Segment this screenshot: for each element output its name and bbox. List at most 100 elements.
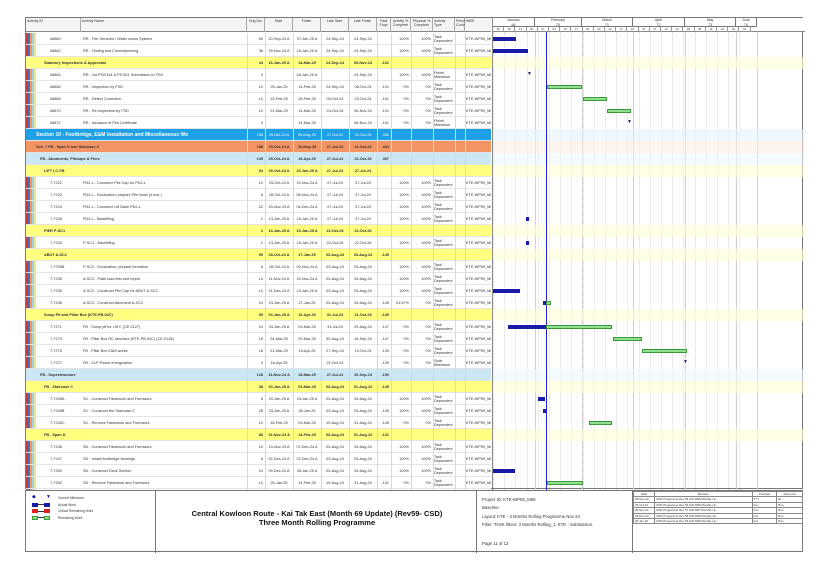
wbs-group-row[interactable]: PIER P-SC1 2 13-Jan-25 A 15-Jan-25 A 22-Oct-… bbox=[26, 225, 491, 237]
cell-apc bbox=[391, 249, 411, 261]
table-row[interactable]: 7-7247 SD - Install footbridge bearings 6 0… bbox=[26, 453, 491, 465]
actual-work-bar[interactable] bbox=[526, 241, 529, 245]
table-row[interactable]: #6870 RR - Re-inspection by FSD 12 01-Mar-2… bbox=[26, 105, 491, 117]
cell-wbs: KTE-WP59_M69.O bbox=[466, 325, 491, 329]
remaining-work-bar[interactable] bbox=[642, 349, 687, 353]
table-row[interactable]: 7-7222 PD2-L - Construct Pile Cap for PD2… bbox=[26, 177, 491, 189]
table-row[interactable]: 7-7273 FB - Pillar Box RC structure (KTE-… bbox=[26, 333, 491, 345]
activity-table: Activity ID Activity Name Orig Dur Start… bbox=[26, 18, 491, 490]
table-row[interactable]: 7-7250 SD - Construct Deck Section 24 09-De… bbox=[26, 465, 491, 477]
cell-type: Task Dependent bbox=[434, 395, 453, 404]
wbs-group-row[interactable]: FB - Abutments, Pilecaps & Piers 135 25-Oc… bbox=[26, 153, 491, 165]
cell-ppc bbox=[411, 141, 433, 153]
table-row[interactable]: 7-7226 PD2-L - Backfilling 2 13-Jan-25 A 15-… bbox=[26, 213, 491, 225]
table-row[interactable]: 7-7220 PD2-L - Excavation; prepare Pile h… bbox=[26, 189, 491, 201]
cell-type bbox=[434, 249, 455, 261]
table-row[interactable]: 7-7275 FB - Pillar Box E&M works 18 21-Mar-… bbox=[26, 345, 491, 357]
cell-lfinish: 19-Oct-24 bbox=[354, 349, 372, 353]
col-late-finish[interactable]: Late Finish bbox=[349, 18, 377, 32]
col-activity-type[interactable]: Activity Type bbox=[433, 18, 455, 32]
cell-ppc: 0% bbox=[425, 325, 432, 329]
table-row[interactable]: 7-7234 P-SC1 - Backfilling 2 13-Jan-25 A 15-… bbox=[26, 237, 491, 249]
table-row[interactable]: 7-7246 SD - Construct Falsework and Formw… bbox=[26, 441, 491, 453]
col-late-start[interactable]: Late Start bbox=[321, 18, 349, 32]
remaining-work-bar[interactable] bbox=[583, 97, 607, 101]
actual-work-bar[interactable] bbox=[543, 301, 546, 305]
table-row[interactable]: 7-7236 A-SC2 - Construct Pile Cap for ABU… bbox=[26, 285, 491, 297]
cell-dur: 135 bbox=[256, 157, 263, 161]
cell-apc bbox=[391, 225, 411, 237]
remaining-work-bar[interactable] bbox=[547, 85, 582, 89]
wbs-group-row[interactable]: Sump Pit and Pillar Box (KTE-PB-04C) 59 03… bbox=[26, 309, 491, 321]
table-row[interactable]: #6866 RR - Inspection by FSD 12 25-Jan-25 14… bbox=[26, 81, 491, 93]
table-row[interactable]: 7-7238 A-SC2 - Construct Abutment A-SC2 24… bbox=[26, 297, 491, 309]
table-row[interactable]: 7-7271 FB - Sump pit for Lift C (CE-0127)… bbox=[26, 321, 491, 333]
milestone-icon[interactable]: ▼ bbox=[627, 119, 632, 125]
actual-work-bar[interactable] bbox=[508, 325, 546, 329]
week-gridline bbox=[493, 32, 494, 490]
table-row[interactable]: 7-7252 SD - Remove Falsework and Formwork… bbox=[26, 477, 491, 489]
table-row[interactable]: 7-7235 A-SC2 - Plate load test and report… bbox=[26, 273, 491, 285]
week-gridline bbox=[683, 32, 685, 490]
cell-ppc: 0% bbox=[425, 481, 432, 485]
milestone-icon[interactable]: ▼ bbox=[527, 71, 532, 77]
table-row[interactable]: 7-7245C SC - Remove Falsework and Formwor… bbox=[26, 417, 491, 429]
table-row[interactable]: #6868 RR - Defect Correction 12 15-Feb-25 28… bbox=[26, 93, 491, 105]
wbs-group-row[interactable]: Statutory Inspections & Approvals 44 16-Ja… bbox=[26, 57, 491, 69]
remaining-work-bar[interactable] bbox=[546, 325, 612, 329]
table-row[interactable]: 7-7235B P-SC2 - Excavation; prepare forma… bbox=[26, 261, 491, 273]
table-row[interactable]: #6864 RR - 1st PS2/314 & PS 501 Submissio… bbox=[26, 69, 491, 81]
cell-dur: 88 bbox=[258, 433, 263, 437]
cell-finish: 20-Mar-25 bbox=[298, 337, 316, 341]
wbs-group-row[interactable]: FB - Superstructure 128 13-Nov-24 A 18-Mar-… bbox=[26, 369, 491, 381]
table-row[interactable]: 7-7277 FB - CLP Power energization 0 16-Apr… bbox=[26, 357, 491, 369]
table-row[interactable]: #6860 RR - Fire Services / Water works Sy… bbox=[26, 33, 491, 45]
col-activity-id[interactable]: Activity ID bbox=[26, 18, 81, 32]
milestone-icon[interactable]: ▼ bbox=[683, 359, 688, 365]
remaining-work-bar[interactable] bbox=[589, 421, 612, 425]
actual-work-bar[interactable] bbox=[543, 409, 546, 413]
actual-work-bar[interactable] bbox=[493, 289, 520, 293]
table-row[interactable]: 7-7245B SC - Construct the Staircase C 28 2… bbox=[26, 405, 491, 417]
cell-id: 7-7252 bbox=[50, 481, 62, 485]
col-finish[interactable]: Finish bbox=[293, 18, 321, 32]
actual-work-bar[interactable] bbox=[493, 37, 516, 41]
col-prime-contr[interactable]: Prime Contr bbox=[455, 18, 465, 32]
remaining-work-bar[interactable] bbox=[546, 301, 551, 305]
actual-work-bar[interactable] bbox=[493, 469, 515, 473]
month-number: 70 bbox=[556, 22, 560, 27]
actual-work-bar[interactable] bbox=[526, 217, 529, 221]
cell-lfinish: 03-Aug-24 bbox=[354, 469, 372, 473]
wbs-group-row[interactable]: FB - Staircase C 38 20-Jan-25 A 03-Mar-25 03… bbox=[26, 381, 491, 393]
col-physical-pct[interactable]: Physical % Complete bbox=[411, 18, 433, 32]
cell-apc bbox=[391, 369, 411, 381]
cell-tf bbox=[377, 273, 391, 285]
remaining-work-bar[interactable] bbox=[613, 337, 642, 341]
remaining-work-bar[interactable] bbox=[547, 481, 583, 485]
wbs-group-row[interactable]: FB - Span D 88 13-Nov-24 A 14-Feb-25 03-Aug-… bbox=[26, 429, 491, 441]
col-activity-pct[interactable]: Activity % Complete bbox=[391, 18, 411, 32]
col-start[interactable]: Start bbox=[265, 18, 293, 32]
cell-finish: 15-Nov-24 A bbox=[296, 277, 318, 281]
wbs-group-row[interactable]: Sch_7 FB - Span D and Staircase C 188 25-O… bbox=[26, 141, 491, 153]
table-row[interactable]: #6862 RR - Testing and Commissioning 36 29-… bbox=[26, 45, 491, 57]
actual-work-bar[interactable] bbox=[538, 397, 545, 401]
col-orig-dur[interactable]: Orig Dur bbox=[247, 18, 265, 32]
table-row[interactable]: #6872 RR - Issuance of Fire Certificate 0 1… bbox=[26, 117, 491, 129]
cell-type bbox=[434, 225, 455, 237]
wbs-group-row[interactable]: ABUT A-SC2 99 28-Oct-24 A 27-Jan-25 03-Aug-2… bbox=[26, 249, 491, 261]
cell-type: Finish Milestone bbox=[434, 119, 451, 128]
col-wbs[interactable]: WBS bbox=[466, 19, 475, 23]
table-row[interactable]: 7-7245A SC - Construct Falsework and Form… bbox=[26, 393, 491, 405]
wbs-group-row[interactable]: Section 10 - Footbridge, E&M Installatio… bbox=[26, 129, 491, 141]
col-activity-name[interactable]: Activity Name bbox=[81, 18, 247, 32]
cell-lstart: 24-Oct-24 bbox=[326, 109, 344, 113]
cell-start: 01-Mar-25 bbox=[270, 109, 288, 113]
cell-apc: 0% bbox=[403, 97, 410, 101]
remaining-work-bar[interactable] bbox=[607, 109, 631, 113]
actual-work-bar[interactable] bbox=[493, 49, 528, 53]
timescale-week: 05 bbox=[695, 27, 706, 32]
col-total-float[interactable]: Total Float bbox=[377, 18, 391, 32]
table-row[interactable]: 7-7224 PD2-L - Construct Lift Base PD2-L 2… bbox=[26, 201, 491, 213]
wbs-group-row[interactable]: LIFT LC-FB 54 25-Oct-24 A 15-Jan-25 A 27-Jul… bbox=[26, 165, 491, 177]
